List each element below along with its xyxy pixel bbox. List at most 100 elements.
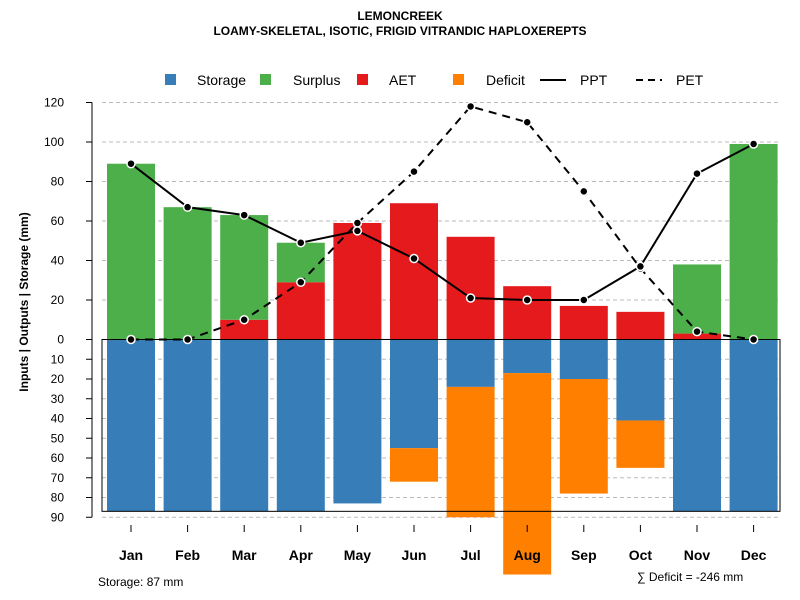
x-tick-label: Oct <box>629 547 653 563</box>
legend-label: Deficit <box>486 72 525 88</box>
deficit-bar <box>503 373 552 575</box>
series-lines <box>126 101 759 345</box>
legend-swatch <box>165 74 176 85</box>
ppt-point <box>126 158 136 169</box>
legend-label: Storage <box>197 72 246 88</box>
pet-line <box>131 105 754 341</box>
y-tick-label: 90 <box>51 510 65 524</box>
storage-note: Storage: 87 mm <box>98 575 184 589</box>
x-tick-label: Nov <box>684 547 711 563</box>
x-tick-label: Feb <box>175 547 200 563</box>
x-tick-label: Aug <box>514 547 541 563</box>
legend: Storage Surplus AET Deficit PPT PET <box>165 72 704 88</box>
ppt-point <box>635 261 646 272</box>
legend-label: PET <box>676 72 704 88</box>
ppt-point <box>239 210 249 220</box>
aet-bar <box>503 286 552 340</box>
storage-bar <box>163 339 212 512</box>
legend-label: Surplus <box>293 72 340 88</box>
storage-frame <box>101 339 781 512</box>
storage-bar <box>390 339 438 449</box>
aet-bar <box>276 282 325 340</box>
surplus-bar <box>729 143 778 340</box>
aet-bar <box>333 222 382 340</box>
legend-label: AET <box>389 72 417 88</box>
ppt-point <box>465 293 476 303</box>
storage-bar <box>503 339 552 374</box>
storage-bar <box>220 339 269 512</box>
pet-point <box>579 186 589 197</box>
bars <box>107 143 778 575</box>
storage-bar <box>333 339 382 504</box>
surplus-bar <box>276 242 325 283</box>
surplus-bar <box>163 207 212 340</box>
y-tick-label: 30 <box>51 392 65 406</box>
pet-point <box>692 326 702 337</box>
deficit-bar <box>446 386 495 518</box>
pet-point <box>296 277 306 287</box>
legend-swatch <box>260 74 271 85</box>
y-axis: 120 100 80 60 40 20 0 10 20 30 40 50 60 70 80 90 <box>44 96 93 524</box>
y-tick-label: 20 <box>51 372 65 386</box>
pet-point <box>522 117 532 127</box>
y-tick-label: 50 <box>51 431 65 445</box>
ppt-point <box>296 237 306 248</box>
x-tick-label: Apr <box>289 547 314 563</box>
legend-swatch <box>357 74 368 85</box>
y-tick-label: 70 <box>51 471 65 485</box>
legend-swatch <box>453 74 464 85</box>
y-tick-label: 10 <box>51 352 65 366</box>
chart-subtitle: LOAMY-SKELETAL, ISOTIC, FRIGID VITRANDIC… <box>213 24 587 38</box>
y-tick-label: 0 <box>57 333 64 347</box>
legend-label: PPT <box>580 72 608 88</box>
ppt-line <box>130 143 755 301</box>
x-tick-label: Jul <box>460 547 480 563</box>
pet-point <box>182 334 193 345</box>
aet-bar <box>559 305 608 340</box>
storage-bar <box>673 339 721 512</box>
ppt-point <box>409 253 419 264</box>
ppt-point <box>692 168 702 179</box>
pet-point <box>239 315 249 325</box>
x-tick-label: Mar <box>232 547 257 563</box>
aet-bar <box>616 311 665 340</box>
deficit-bar <box>616 420 665 468</box>
pet-point <box>748 334 759 345</box>
ppt-point <box>579 295 589 305</box>
x-tick-label: Jun <box>402 547 427 563</box>
ppt-point <box>182 202 193 212</box>
pet-point <box>409 166 419 177</box>
y-tick-label: 40 <box>51 412 65 426</box>
deficit-note: ∑ Deficit = -246 mm <box>637 570 744 584</box>
storage-bar <box>446 339 495 387</box>
x-tick-label: Dec <box>741 547 767 563</box>
aet-bar <box>390 203 438 340</box>
storage-bar <box>559 339 608 379</box>
storage-capacity-box <box>101 339 781 512</box>
ppt-point <box>748 139 759 149</box>
pet-point <box>126 334 136 345</box>
surplus-bar <box>220 215 269 320</box>
storage-bar <box>107 339 155 512</box>
deficit-bar <box>559 379 608 494</box>
deficit-bar <box>390 448 438 482</box>
x-axis: Jan Feb Mar Apr May Jun Jul Aug Sep Oct Nov Dec <box>119 525 767 563</box>
y-tick-label: 80 <box>51 175 65 189</box>
storage-bar <box>616 339 665 421</box>
chart-title: LEMONCREEK <box>357 9 443 23</box>
surplus-bar <box>673 264 721 334</box>
pet-point <box>465 101 476 112</box>
y-tick-label: 40 <box>51 254 65 268</box>
y-tick-label: 120 <box>44 96 64 110</box>
y-tick-label: 60 <box>51 451 65 465</box>
pet-point <box>352 218 363 228</box>
y-tick-label: 80 <box>51 491 65 505</box>
surplus-bar <box>107 163 155 340</box>
ppt-point <box>352 226 363 236</box>
storage-bar <box>729 339 778 512</box>
ppt-point <box>522 295 532 305</box>
x-tick-label: May <box>344 547 371 563</box>
y-tick-label: 20 <box>51 293 65 307</box>
aet-bar <box>446 236 495 340</box>
